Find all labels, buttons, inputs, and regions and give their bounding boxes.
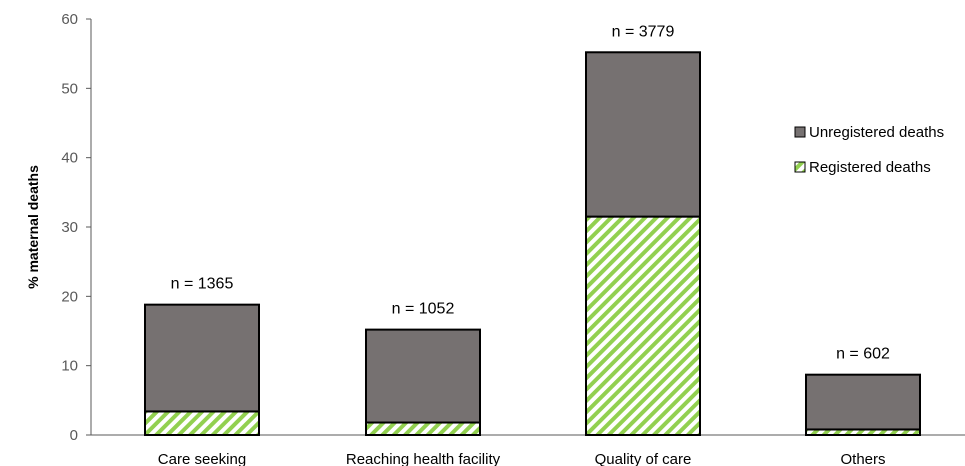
sample-size-label: n = 1052	[392, 301, 455, 318]
category-label: Others	[840, 451, 885, 466]
category-label: Reaching health facility	[346, 451, 501, 466]
y-tick-label: 60	[61, 11, 78, 28]
bars	[144, 51, 921, 437]
legend-swatch	[794, 161, 806, 173]
labels: Care seeking n = 1365 Reaching health faci…	[158, 23, 890, 466]
sample-size-label: n = 3779	[612, 23, 675, 40]
category-label: Care seeking	[158, 451, 246, 466]
legend: Unregistered deaths Registered deaths	[794, 124, 944, 176]
bar-unregistered	[805, 373, 921, 431]
bar-unregistered	[144, 303, 260, 413]
y-axis-title: % maternal deaths	[25, 165, 41, 289]
category-label: Quality of care	[595, 451, 692, 466]
bar-registered	[365, 421, 481, 436]
sample-size-label: n = 1365	[171, 276, 234, 293]
bar-unregistered	[585, 51, 701, 218]
legend-label: Unregistered deaths	[809, 124, 944, 141]
y-tick-label: 30	[61, 219, 78, 236]
y-tick-label: 50	[61, 80, 78, 97]
bar-unregistered	[365, 328, 481, 424]
sample-size-label: n = 602	[836, 346, 890, 363]
y-tick-label: 0	[70, 427, 78, 444]
y-tick-label: 10	[61, 358, 78, 375]
bar-registered	[144, 410, 260, 436]
y-tick-label: 40	[61, 150, 78, 167]
legend-label: Registered deaths	[809, 159, 931, 176]
legend-swatch	[794, 126, 806, 138]
y-tick-label: 20	[61, 288, 78, 305]
bar-registered	[585, 215, 701, 436]
